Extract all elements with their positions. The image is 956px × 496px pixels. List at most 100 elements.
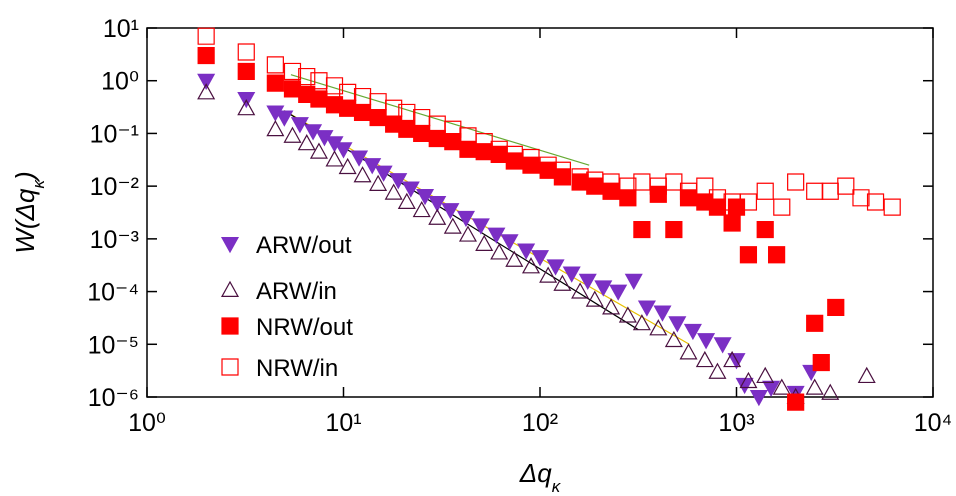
point (530, 250, 550, 267)
y-tick-label: 10⁻⁶ (88, 384, 139, 412)
point (297, 134, 316, 151)
point (413, 108, 431, 127)
point (353, 87, 372, 106)
point (713, 337, 732, 354)
point (539, 156, 557, 174)
point (609, 284, 628, 301)
legend-label: ARW/out (256, 232, 352, 259)
point (275, 110, 294, 127)
x-tick-label: 10² (522, 409, 558, 437)
point (325, 150, 344, 167)
point (428, 208, 447, 225)
y-tick-label: 10¹ (103, 15, 139, 43)
point (309, 142, 328, 159)
point (475, 234, 494, 251)
point (339, 83, 357, 102)
point (619, 177, 637, 195)
point (821, 182, 839, 200)
y-tick-label: 10⁻⁵ (88, 331, 139, 359)
point (768, 246, 786, 264)
legend-marker (221, 317, 239, 335)
point (475, 132, 493, 151)
point (369, 108, 387, 127)
point (374, 165, 393, 182)
point (471, 218, 490, 235)
point (756, 366, 775, 384)
point (283, 62, 302, 81)
point (695, 350, 714, 368)
point (806, 314, 824, 332)
point (679, 182, 698, 200)
point (369, 93, 387, 111)
point (398, 103, 416, 122)
point (739, 246, 758, 264)
y-tick-label: 10⁻⁴ (87, 279, 139, 307)
point (739, 371, 758, 389)
point (683, 323, 702, 341)
y-tick-label: 10⁻¹ (90, 120, 139, 148)
point (756, 182, 774, 200)
legend-marker (221, 358, 239, 376)
point (283, 126, 302, 143)
point (852, 189, 870, 207)
point (398, 120, 416, 138)
point (812, 353, 830, 372)
point (602, 298, 621, 315)
y-tick-label: 10⁻³ (90, 226, 139, 254)
point (413, 124, 431, 143)
point (487, 227, 506, 244)
point (197, 83, 216, 100)
legend-marker (220, 280, 240, 297)
point (384, 183, 403, 200)
point (708, 362, 727, 379)
point (578, 273, 597, 291)
point (697, 333, 716, 350)
point (197, 27, 215, 45)
point (837, 177, 855, 195)
y-axis-label-part: κ (29, 179, 48, 189)
point (490, 140, 508, 158)
point (443, 217, 462, 234)
point (762, 380, 781, 397)
point (586, 171, 604, 189)
point (428, 129, 446, 148)
point (857, 366, 876, 384)
point (618, 306, 637, 323)
point (571, 282, 590, 299)
x-axis-label-part: Δq (519, 458, 552, 488)
point (708, 189, 727, 207)
point (500, 234, 519, 251)
y-axis-label-part: W(Δq (10, 188, 40, 254)
x-axis-label: Δqκ (519, 458, 562, 496)
point (665, 220, 683, 239)
point (866, 193, 885, 211)
point (723, 193, 741, 211)
point (585, 290, 604, 307)
y-axis-label: W(Δqκ) (10, 171, 48, 253)
point (397, 192, 416, 210)
point (521, 257, 541, 274)
point (739, 193, 758, 211)
point (665, 173, 683, 191)
point (539, 266, 558, 283)
point (290, 117, 309, 134)
point (723, 350, 742, 368)
point (637, 300, 656, 317)
point (459, 127, 477, 145)
point (664, 330, 683, 348)
point (787, 173, 805, 191)
point (723, 214, 741, 232)
point (756, 220, 774, 239)
x-axis-label-part: κ (552, 477, 562, 496)
point (353, 166, 372, 183)
point (806, 182, 824, 200)
point (624, 273, 643, 291)
point (505, 152, 523, 170)
point (237, 99, 256, 116)
point (334, 142, 353, 159)
point (505, 145, 523, 164)
point (505, 250, 524, 267)
point (883, 198, 901, 216)
point (369, 174, 388, 191)
